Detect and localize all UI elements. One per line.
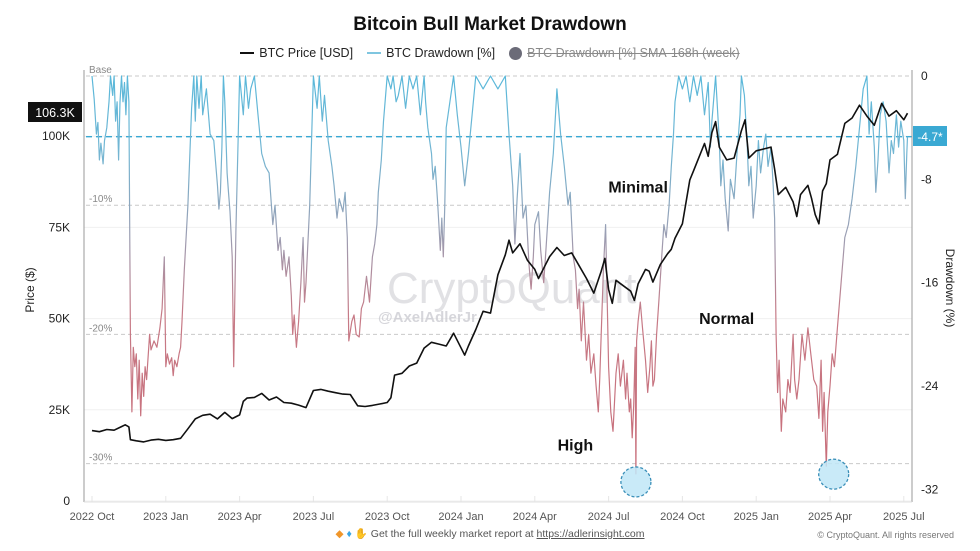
- right-axis-title: Drawdown (%): [943, 249, 957, 328]
- legend-line-icon: [367, 52, 382, 54]
- x-tick-label: 2024 Apr: [513, 511, 557, 523]
- annotation-minimal: Minimal: [608, 179, 668, 196]
- current-price-label: 106.3K: [35, 106, 75, 120]
- price-series-layer: [91, 102, 909, 443]
- current-drawdown-badge: -4.7*: [913, 126, 947, 146]
- annotation-normal: Normal: [699, 311, 754, 328]
- legend-line-icon: [240, 52, 255, 54]
- annotation-high: High: [558, 438, 594, 455]
- left-tick-label: 100K: [42, 129, 70, 143]
- watermark-brand: CryptoQuant: [387, 264, 636, 313]
- right-tick-label: -8: [921, 172, 932, 186]
- x-tick-label: 2025 Jan: [734, 511, 779, 523]
- x-tick-label: 2023 Oct: [365, 511, 410, 523]
- legend-dot-icon: [509, 46, 523, 60]
- reference-line-label: Base: [89, 65, 112, 76]
- x-tick-label: 2022 Oct: [70, 511, 115, 523]
- chart-title: Bitcoin Bull Market Drawdown: [353, 14, 627, 35]
- left-axis-ticks: 0 25K 50K 75K 100K: [42, 129, 70, 508]
- reference-line-label: -30%: [89, 453, 112, 464]
- right-tick-label: -32: [921, 482, 939, 496]
- legend-item-btc-price[interactable]: BTC Price [USD]: [240, 46, 353, 60]
- current-price-badge: 106.3K: [28, 102, 82, 122]
- raised-hands-icon: ✋: [354, 528, 368, 540]
- footer-text: Get the full weekly market report at: [370, 528, 534, 540]
- x-tick-label: 2023 Jul: [293, 511, 335, 523]
- x-tick-label: 2024 Jan: [438, 511, 483, 523]
- copyright: © CryptoQuant. All rights reserved: [817, 530, 954, 540]
- highlight-circles: [620, 458, 850, 498]
- legend-item-btc-drawdown[interactable]: BTC Drawdown [%]: [367, 46, 495, 60]
- reference-line-label: -20%: [89, 323, 112, 334]
- current-price-badge-bg: [28, 102, 82, 122]
- legend-label: BTC Drawdown [%] SMA-168h (week): [527, 46, 740, 60]
- right-tick-label: -24: [921, 379, 939, 393]
- x-axis-ticks: 2022 Oct 2023 Jan 2023 Apr 2023 Jul 2023 Oct…: [70, 511, 925, 523]
- annotations: Minimal Normal High: [558, 179, 755, 454]
- price-line: [91, 102, 909, 443]
- current-drawdown-badge-bg: [913, 126, 947, 146]
- x-tick-label: 2024 Jul: [588, 511, 630, 523]
- left-tick-label: 0: [63, 494, 70, 508]
- right-tick-label: -16: [921, 276, 939, 290]
- x-tick-label: 2025 Jul: [883, 511, 925, 523]
- drawdown-series-layer: [91, 75, 909, 475]
- highlight-circle: [818, 458, 850, 490]
- gem-icon: ♦: [346, 528, 352, 540]
- highlight-circle: [620, 466, 652, 498]
- legend-label: BTC Price [USD]: [259, 46, 354, 60]
- left-tick-label: 75K: [49, 220, 70, 234]
- x-tick-label: 2023 Jan: [143, 511, 188, 523]
- x-tick-label: 2024 Oct: [660, 511, 705, 523]
- legend-item-btc-drawdown-sma[interactable]: BTC Drawdown [%] SMA-168h (week): [509, 46, 740, 60]
- x-tick-label: 2023 Apr: [218, 511, 262, 523]
- right-tick-label: 0: [921, 69, 928, 83]
- orange-diamond-icon: ◆: [335, 528, 344, 540]
- footer: ◆ ♦ ✋ Get the full weekly market report …: [0, 527, 980, 540]
- footer-link[interactable]: https://adlerinsight.com: [536, 528, 645, 540]
- left-tick-label: 25K: [49, 403, 70, 417]
- left-axis-title: Price ($): [23, 267, 37, 312]
- x-tick-label: 2025 Apr: [808, 511, 852, 523]
- current-drawdown-label: -4.7*: [917, 130, 943, 144]
- reference-line-label: -10%: [89, 194, 112, 205]
- drawdown-line: [91, 75, 909, 475]
- right-axis-ticks: 0 -8 -16 -24 -32: [921, 69, 939, 496]
- watermark-handle: @AxelAdlerJr: [378, 309, 477, 326]
- legend-label: BTC Drawdown [%]: [386, 46, 496, 60]
- left-tick-label: 50K: [49, 312, 70, 326]
- chart-legend: BTC Price [USD] BTC Drawdown [%] BTC Dra…: [0, 46, 980, 60]
- reference-lines: Base -10% -20% -30%: [86, 65, 912, 465]
